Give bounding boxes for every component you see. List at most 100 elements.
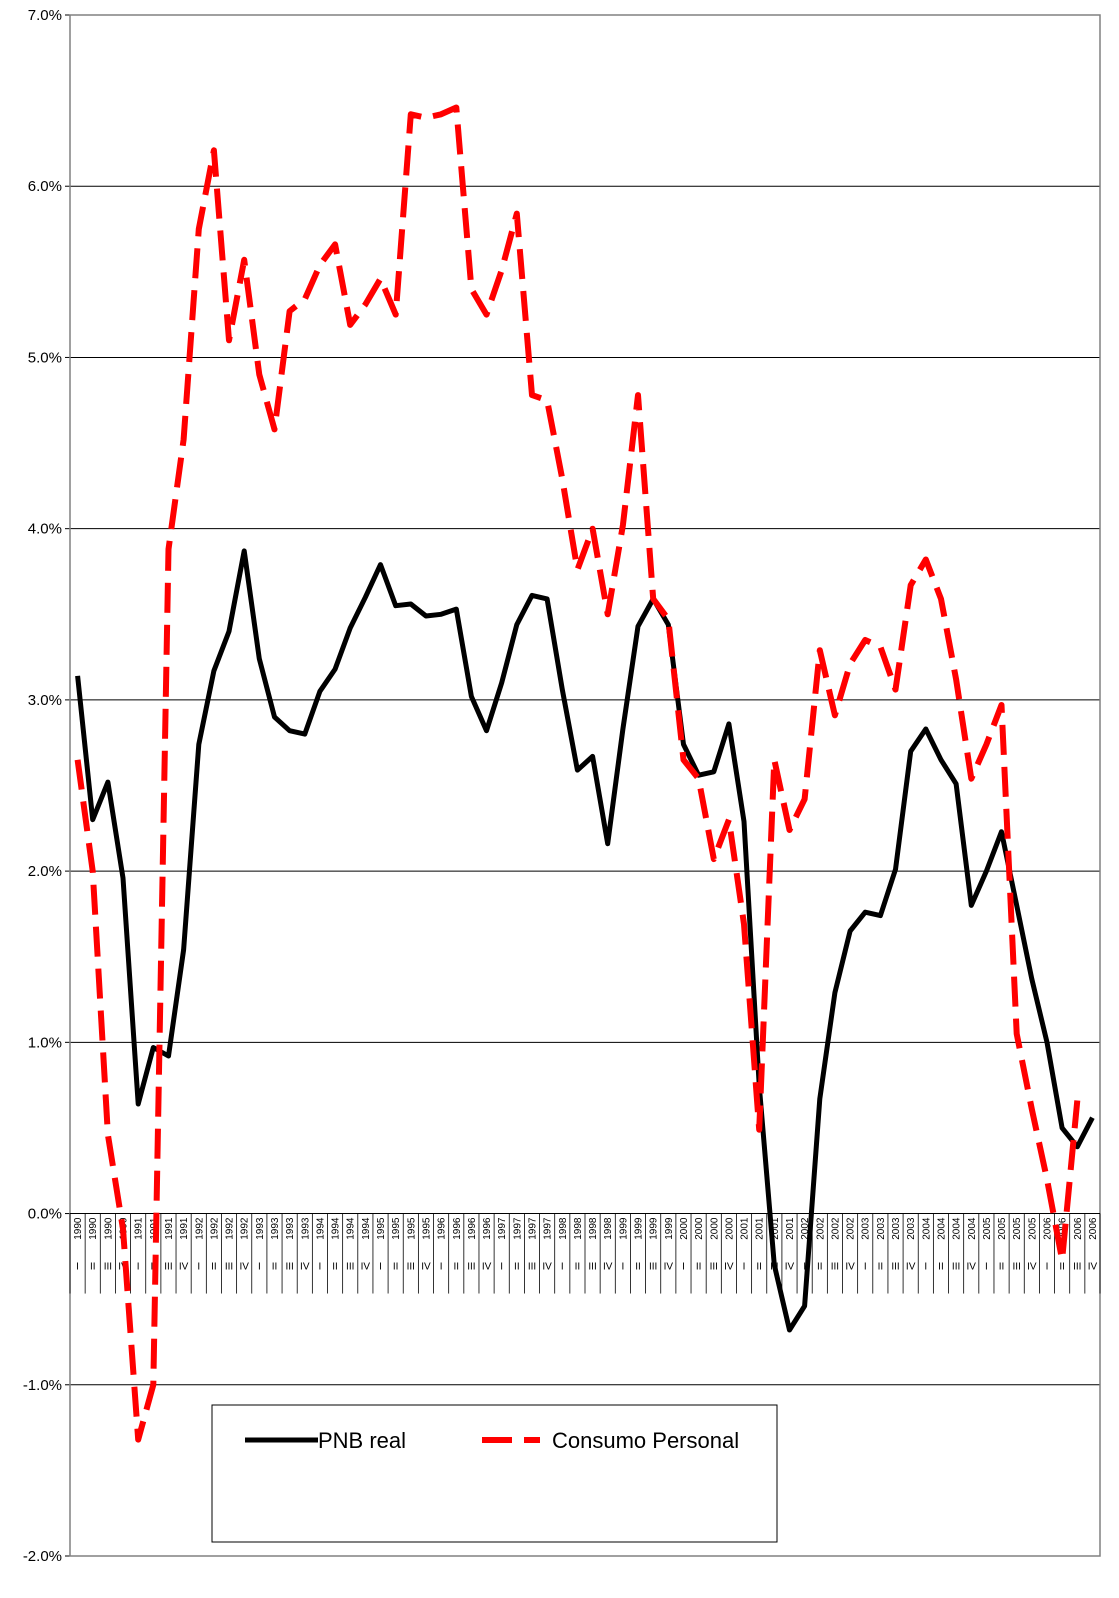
x-tick-label: 1999 — [634, 1217, 645, 1240]
x-tick-label: 1996 — [482, 1217, 493, 1240]
x-tick-label: 2004 — [936, 1217, 947, 1240]
x-tick-label: 1992 — [225, 1217, 236, 1240]
x-subtick-label: III — [467, 1262, 475, 1273]
x-subtick-label: I — [137, 1262, 140, 1273]
x-tick-label: 1995 — [406, 1217, 417, 1240]
x-subtick-label: II — [211, 1262, 217, 1273]
y-tick-label: 7.0% — [28, 7, 62, 24]
x-subtick-label: II — [393, 1262, 399, 1273]
x-tick-label: 1999 — [649, 1217, 660, 1240]
x-subtick-label: I — [258, 1262, 261, 1273]
x-subtick-label: III — [710, 1262, 718, 1273]
y-tick-label: 5.0% — [28, 349, 62, 366]
x-subtick-label: IV — [1027, 1262, 1037, 1273]
x-subtick-label: I — [682, 1262, 685, 1273]
x-subtick-label: II — [756, 1262, 762, 1273]
x-tick-label: 1992 — [209, 1217, 220, 1240]
x-subtick-label: II — [272, 1262, 278, 1273]
x-tick-label: 2000 — [679, 1217, 690, 1240]
x-subtick-label: I — [803, 1262, 806, 1273]
x-tick-label: 1998 — [603, 1217, 614, 1240]
x-subtick-label: III — [1073, 1262, 1081, 1273]
x-tick-label: 2001 — [785, 1217, 796, 1240]
x-subtick-label: IV — [179, 1262, 189, 1273]
x-tick-label: 1992 — [194, 1217, 205, 1240]
x-tick-label: 2006 — [1073, 1217, 1084, 1240]
x-subtick-label: II — [999, 1262, 1005, 1273]
x-tick-label: 2005 — [1012, 1217, 1023, 1240]
x-tick-label: 1990 — [88, 1217, 99, 1240]
x-tick-label: 2003 — [876, 1217, 887, 1240]
y-tick-label: -1.0% — [23, 1377, 62, 1394]
x-subtick-label: III — [649, 1262, 657, 1273]
x-tick-label: 1994 — [331, 1217, 342, 1240]
x-subtick-label: I — [561, 1262, 564, 1273]
x-tick-label: 2006 — [1042, 1217, 1053, 1240]
x-subtick-label: I — [76, 1262, 79, 1273]
x-subtick-label: III — [891, 1262, 899, 1273]
x-tick-label: 1993 — [270, 1217, 281, 1240]
x-subtick-label: III — [164, 1262, 172, 1273]
x-tick-label: 2004 — [967, 1217, 978, 1240]
y-tick-label: -2.0% — [23, 1548, 62, 1565]
x-tick-label: 1993 — [285, 1217, 296, 1240]
x-tick-label: 1998 — [573, 1217, 584, 1240]
x-tick-label: 2004 — [952, 1217, 963, 1240]
x-tick-label: 2001 — [740, 1217, 751, 1240]
x-subtick-label: III — [346, 1262, 354, 1273]
x-tick-label: 1999 — [618, 1217, 629, 1240]
x-tick-label: 2001 — [755, 1217, 766, 1240]
x-tick-label: 2001 — [770, 1217, 781, 1240]
x-tick-label: 2005 — [1027, 1217, 1038, 1240]
x-tick-label: 2002 — [815, 1217, 826, 1240]
y-tick-label: 6.0% — [28, 178, 62, 195]
x-tick-label: 2003 — [891, 1217, 902, 1240]
x-tick-label: 1998 — [558, 1217, 569, 1240]
x-tick-label: 1996 — [452, 1217, 463, 1240]
x-subtick-label: II — [938, 1262, 944, 1273]
x-tick-label: 1990 — [73, 1217, 84, 1240]
x-tick-label: 2000 — [724, 1217, 735, 1240]
legend-box — [211, 1404, 778, 1543]
x-tick-label: 1996 — [437, 1217, 448, 1240]
legend-label: PNB real — [318, 1428, 406, 1453]
x-subtick-label: I — [440, 1262, 443, 1273]
x-subtick-label: I — [1046, 1262, 1049, 1273]
x-subtick-label: IV — [421, 1262, 431, 1273]
x-subtick-label: IV — [300, 1262, 310, 1273]
series-line — [75, 548, 1095, 1333]
x-subtick-label: II — [90, 1262, 96, 1273]
x-subtick-label: III — [285, 1262, 293, 1273]
x-subtick-label: III — [407, 1262, 415, 1273]
legend-label: Consumo Personal — [552, 1428, 739, 1453]
x-subtick-label: III — [104, 1262, 112, 1273]
x-subtick-label: II — [635, 1262, 641, 1273]
x-subtick-label: IV — [482, 1262, 492, 1273]
x-subtick-label: IV — [664, 1262, 674, 1273]
x-subtick-label: II — [878, 1262, 884, 1273]
x-subtick-label: II — [1059, 1262, 1065, 1273]
x-subtick-label: I — [985, 1262, 988, 1273]
x-tick-label: 2005 — [997, 1217, 1008, 1240]
x-subtick-label: II — [514, 1262, 520, 1273]
x-tick-label: 2002 — [830, 1217, 841, 1240]
x-subtick-label: IV — [845, 1262, 855, 1273]
x-subtick-label: II — [332, 1262, 338, 1273]
x-tick-label: 1993 — [300, 1217, 311, 1240]
series-line — [74, 104, 1081, 1443]
x-subtick-label: II — [817, 1262, 823, 1273]
x-tick-label: 1997 — [543, 1217, 554, 1240]
x-tick-label: 1991 — [134, 1217, 145, 1240]
x-tick-label: 1994 — [361, 1217, 372, 1240]
x-tick-label: 1992 — [240, 1217, 251, 1240]
x-subtick-label: III — [528, 1262, 536, 1273]
y-tick-label: 3.0% — [28, 692, 62, 709]
y-tick-label: 0.0% — [28, 1206, 62, 1223]
x-tick-label: 1999 — [664, 1217, 675, 1240]
x-tick-label: 1997 — [497, 1217, 508, 1240]
x-tick-label: 1995 — [376, 1217, 387, 1240]
x-subtick-label: I — [621, 1262, 624, 1273]
x-subtick-label: I — [500, 1262, 503, 1273]
x-subtick-label: IV — [603, 1262, 613, 1273]
